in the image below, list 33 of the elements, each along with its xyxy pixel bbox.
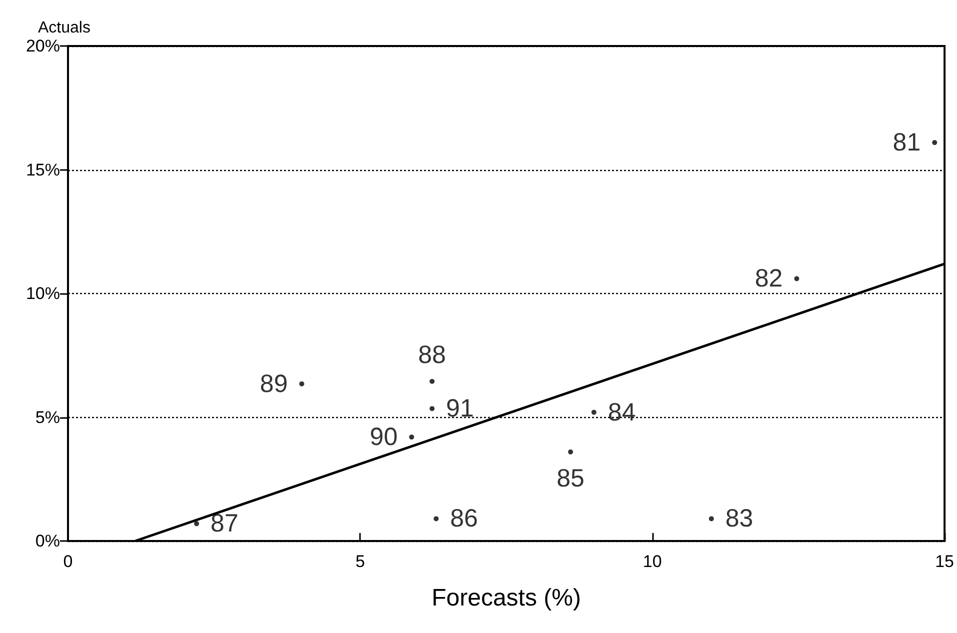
x-tick-label: 15 <box>935 552 954 571</box>
point <box>932 140 938 146</box>
annotation: 86 <box>450 504 478 533</box>
x-tick-label: 0 <box>63 552 73 571</box>
x-tick-label: 5 <box>355 552 365 571</box>
annotation: 91 <box>446 394 474 423</box>
point <box>430 378 435 384</box>
y-tick-label: 15% <box>26 160 60 180</box>
annotation: 84 <box>608 398 636 426</box>
annotation: 87 <box>210 510 238 538</box>
point <box>591 410 596 415</box>
annotation: 83 <box>725 504 754 533</box>
point <box>409 434 414 440</box>
point <box>794 276 800 282</box>
annotation: 85 <box>556 464 584 492</box>
point <box>708 516 714 522</box>
y-tick-label: 20% <box>26 36 60 56</box>
annotation: 89 <box>260 370 288 398</box>
point <box>434 516 439 522</box>
point <box>430 406 435 412</box>
annotation: 90 <box>370 423 398 452</box>
point <box>299 381 304 386</box>
annotation: 81 <box>892 128 921 157</box>
annotation: 88 <box>418 340 446 369</box>
y-tick-label: 5% <box>35 408 60 427</box>
point <box>194 521 200 526</box>
x-tick-label: 10 <box>642 552 662 571</box>
y-tick-label: 10% <box>26 284 60 303</box>
x-axis-title: Forecasts (%) <box>432 584 581 612</box>
point <box>568 449 574 454</box>
annotation: 82 <box>754 264 783 293</box>
y-axis-title: Actuals <box>38 20 90 36</box>
y-tick-label: 0% <box>35 532 60 550</box>
